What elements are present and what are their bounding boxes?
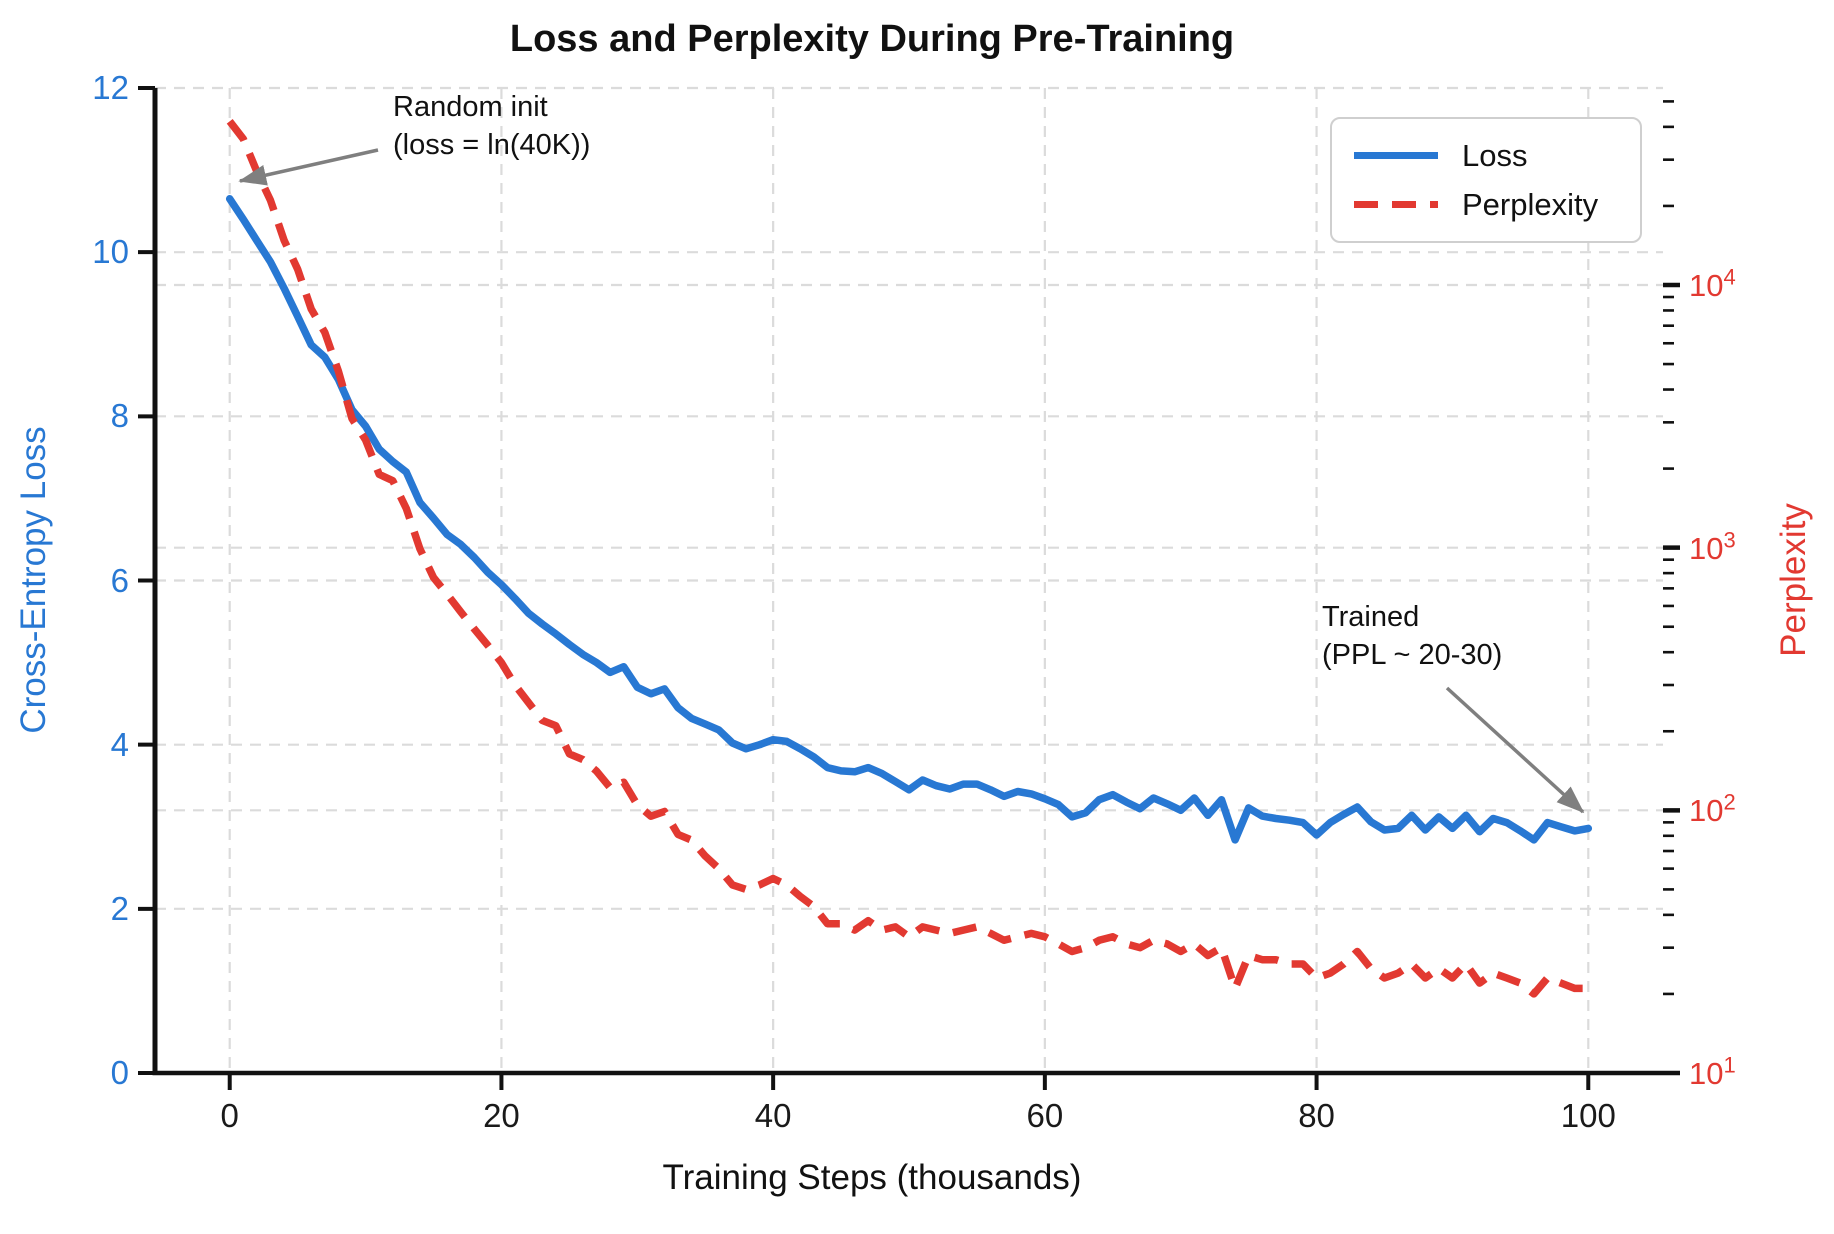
y-left-tick-label: 0: [110, 1054, 129, 1091]
legend-item-perplexity: Perplexity: [1354, 187, 1618, 223]
y-left-tick-label: 10: [92, 233, 129, 271]
x-tick-label: 100: [1560, 1097, 1616, 1134]
y-right-axis-label: Perplexity: [1774, 503, 1813, 657]
annotation-random-init: Random init (loss = ln(40K)): [393, 88, 590, 164]
loss-line-sample: [1354, 152, 1438, 159]
x-tick-label: 60: [1026, 1097, 1064, 1134]
y-left-axis-label: Cross-Entropy Loss: [14, 426, 53, 734]
y-right-tick-label: 103: [1689, 527, 1736, 566]
annotation-random-init-line1: Random init: [393, 91, 548, 123]
annotation-trained: Trained (PPL ~ 20-30): [1322, 598, 1502, 674]
tick-marks: [138, 86, 1680, 1090]
trained-arrow: [1445, 686, 1585, 814]
y-right-tick-label: 102: [1689, 789, 1736, 829]
legend-label-loss: Loss: [1462, 137, 1528, 173]
annotation-trained-line2: (PPL ~ 20-30): [1322, 639, 1503, 671]
y-left-tick-label: 2: [110, 889, 129, 927]
y-left-tick-label: 8: [110, 397, 129, 435]
annotation-arrows: [238, 148, 1585, 814]
legend-label-perplexity: Perplexity: [1462, 186, 1599, 222]
x-tick-label: 20: [483, 1097, 520, 1134]
legend-item-loss: Loss: [1354, 138, 1618, 174]
grid-layer: [155, 86, 1663, 1073]
legend: Loss Perplexity: [1330, 117, 1642, 243]
perplexity-line-sample: [1354, 201, 1438, 208]
y-right-tick-label: 101: [1689, 1052, 1736, 1091]
y-right-tick-label: 104: [1689, 264, 1736, 303]
x-tick-label: 40: [754, 1097, 792, 1134]
y-left-tick-label: 4: [110, 725, 129, 763]
y-left-tick-label: 12: [92, 69, 129, 106]
x-tick-label: 80: [1298, 1097, 1335, 1134]
chart-title: Loss and Perplexity During Pre-Training: [509, 18, 1235, 60]
random-init-arrow: [238, 148, 379, 186]
y-left-tick-label: 6: [110, 561, 129, 599]
annotation-random-init-line2: (loss = ln(40K)): [393, 129, 591, 161]
annotation-trained-line1: Trained: [1322, 601, 1420, 633]
perplexity-line: [226, 119, 1589, 998]
x-axis-label: Training Steps (thousands): [662, 1158, 1082, 1197]
x-tick-label: 0: [220, 1097, 239, 1134]
loss-line: [225, 195, 1593, 844]
